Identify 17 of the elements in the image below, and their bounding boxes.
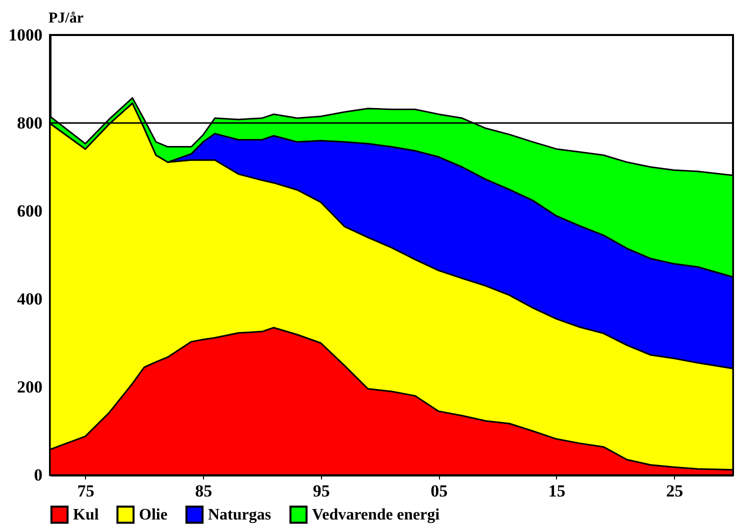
legend-label: Kul (73, 506, 100, 524)
x-tick-label: 25 (666, 482, 684, 500)
y-tick-label: 200 (17, 378, 42, 396)
x-tick-label: 05 (430, 482, 448, 500)
y-tick-label: 0 (34, 466, 42, 484)
y-axis-title: PJ/år (48, 10, 84, 26)
x-tick-label: 95 (312, 482, 330, 500)
legend-label: Olie (139, 506, 168, 524)
legend-label: Naturgas (208, 506, 272, 524)
legend-label: Vedvarende energi (312, 506, 440, 524)
x-tick-label: 75 (77, 482, 94, 500)
y-tick-label: 400 (17, 290, 42, 308)
y-tick-label: 1000 (8, 26, 42, 44)
y-tick-label: 800 (17, 114, 42, 132)
y-tick-label: 600 (17, 202, 42, 220)
x-tick-label: 85 (195, 482, 212, 500)
x-tick-label: 15 (548, 482, 566, 500)
